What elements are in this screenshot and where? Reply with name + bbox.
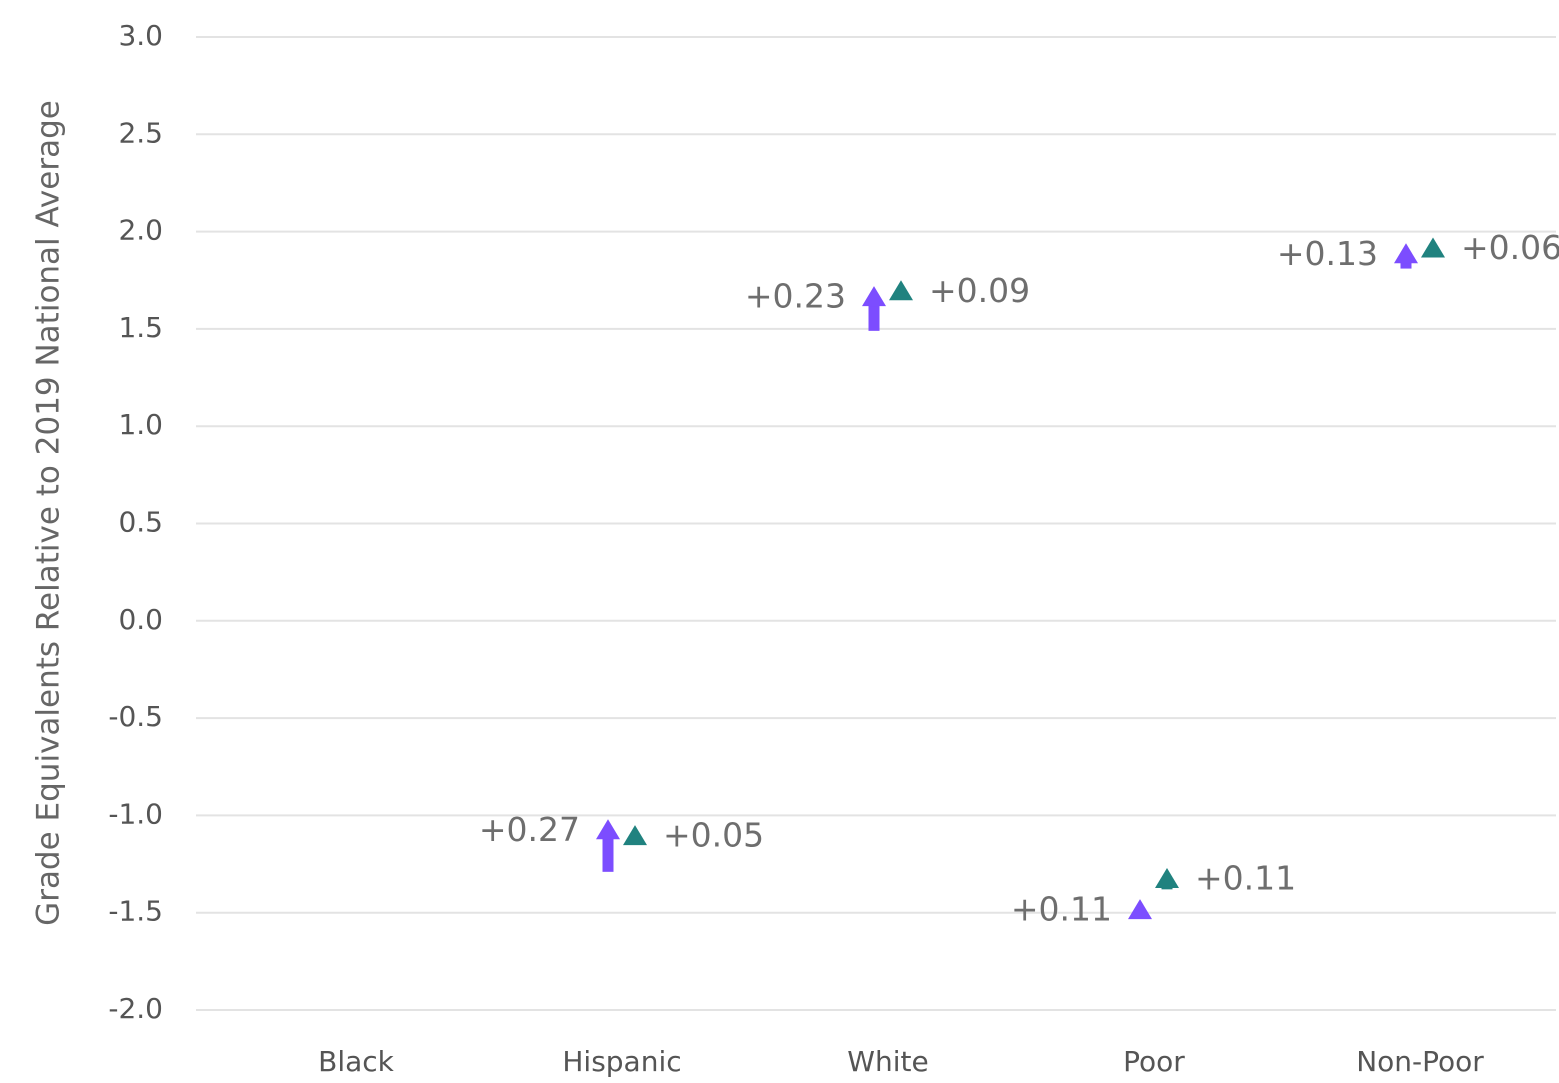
x-category-label: Black <box>318 1045 395 1078</box>
x-category-label: Non-Poor <box>1356 1045 1484 1078</box>
x-category-label: Hispanic <box>562 1045 681 1078</box>
arrow-marker <box>1128 899 1152 920</box>
arrow-marker <box>862 286 886 331</box>
data-label: +0.11 <box>1011 890 1112 929</box>
y-tick-label: 2.5 <box>118 116 163 149</box>
data-label: +0.05 <box>663 816 764 855</box>
y-tick-label: 1.0 <box>118 408 163 441</box>
arrow-marker <box>889 280 913 301</box>
arrow-marker <box>1421 237 1445 258</box>
gridlines <box>196 36 1556 1011</box>
y-tick-label: 0.5 <box>118 506 163 539</box>
y-tick-label: 2.0 <box>118 214 163 247</box>
y-tick-labels: 3.0 2.5 2.0 1.5 1.0 0.5 0.0 -0.5 -1.0 -1.5 -2.0 <box>108 19 163 1025</box>
x-category-label: Poor <box>1123 1045 1185 1078</box>
y-tick-label: -1.5 <box>108 895 163 928</box>
arrow-marker <box>1155 867 1179 890</box>
y-tick-label: 3.0 <box>118 19 163 52</box>
arrow-marker <box>596 819 620 872</box>
x-category-labels: Black Hispanic White Poor Non-Poor <box>318 1045 1484 1078</box>
data-label: +0.27 <box>479 810 580 849</box>
y-tick-label: -0.5 <box>108 700 163 733</box>
data-label: +0.11 <box>1195 858 1296 897</box>
y-axis-label: Grade Equivalents Relative to 2019 Natio… <box>31 100 67 926</box>
data-labels: +0.27 +0.23 +0.11 +0.13 +0.05 +0.09 +0.11 +0.06 <box>479 228 1559 929</box>
x-category-label: White <box>847 1045 928 1078</box>
data-label: +0.13 <box>1277 234 1378 273</box>
arrow-marker <box>623 825 647 846</box>
data-label: +0.23 <box>745 277 846 316</box>
data-label: +0.09 <box>929 271 1030 310</box>
arrow-marker <box>1394 243 1418 269</box>
data-label: +0.06 <box>1461 228 1559 267</box>
data-marks <box>596 237 1445 920</box>
y-tick-label: -2.0 <box>108 992 163 1025</box>
y-tick-label: 1.5 <box>118 311 163 344</box>
y-tick-label: 0.0 <box>118 603 163 636</box>
y-tick-label: -1.0 <box>108 797 163 830</box>
